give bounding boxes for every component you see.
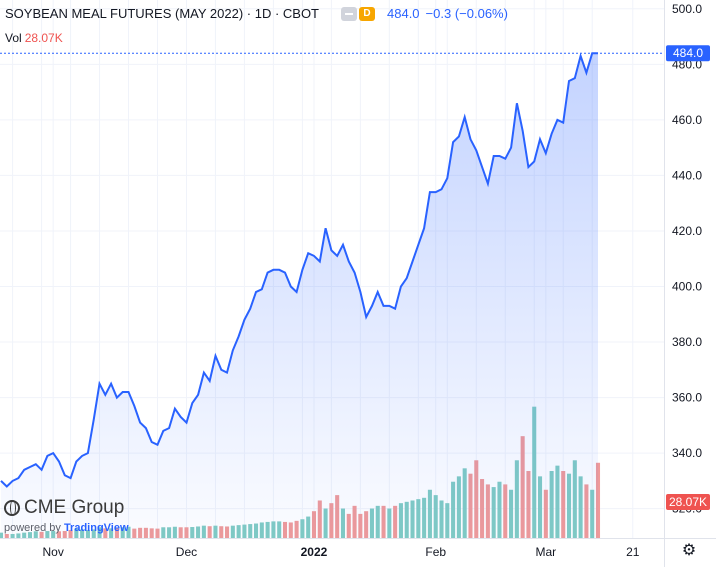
volume-label: Vol	[5, 31, 22, 45]
powered-by-text: powered by	[4, 522, 64, 534]
y-tick-label: 360.0	[672, 391, 702, 405]
x-tick-label: Nov	[42, 545, 63, 559]
price-area-fill	[1, 53, 598, 538]
branding-logo[interactable]: CME Group powered by TradingView	[4, 497, 129, 534]
market-closed-icon	[341, 6, 357, 21]
last-price: 484.0	[387, 6, 420, 21]
axis-price-labels: 484.0 28.07K	[666, 45, 710, 510]
price-change: −0.3 (−0.06%)	[425, 6, 508, 21]
symbol-title: SOYBEAN MEAL FUTURES (MAY 2022) · 1D · C…	[5, 6, 319, 21]
cme-text: CME Group	[24, 497, 125, 518]
last-volume-axis-label: 28.07K	[669, 495, 707, 509]
tradingview-text: TradingView	[63, 522, 129, 534]
y-tick-label: 440.0	[672, 168, 702, 182]
last-volume-axis-label-bg	[666, 494, 710, 510]
cme-group-logo: CME Group	[4, 497, 129, 519]
x-tick-label: Mar	[535, 545, 556, 559]
y-tick-label: 400.0	[672, 279, 702, 293]
delayed-data-badge: D	[359, 6, 375, 21]
x-tick-label: Feb	[425, 545, 446, 559]
last-price-axis-label-bg	[666, 45, 710, 62]
globe-icon	[4, 500, 20, 516]
x-tick-label: Dec	[176, 545, 197, 559]
x-tick-label: 2022	[301, 545, 328, 559]
gear-icon[interactable]: ⚙	[681, 542, 697, 559]
y-tick-label: 460.0	[672, 113, 702, 127]
y-tick-label: 420.0	[672, 224, 702, 238]
price-line	[0, 52, 598, 488]
x-tick-label: 21	[626, 545, 640, 559]
last-price-axis-label: 484.0	[673, 46, 703, 60]
y-tick-label: 340.0	[672, 446, 702, 460]
volume-value: 28.07K	[24, 31, 63, 45]
volume-legend: Vol 28.07K	[5, 31, 63, 45]
y-tick-label: 500.0	[672, 2, 702, 16]
chart-header: SOYBEAN MEAL FUTURES (MAY 2022) · 1D · C…	[5, 6, 508, 21]
y-tick-label: 380.0	[672, 335, 702, 349]
powered-by: powered by TradingView	[4, 522, 129, 534]
